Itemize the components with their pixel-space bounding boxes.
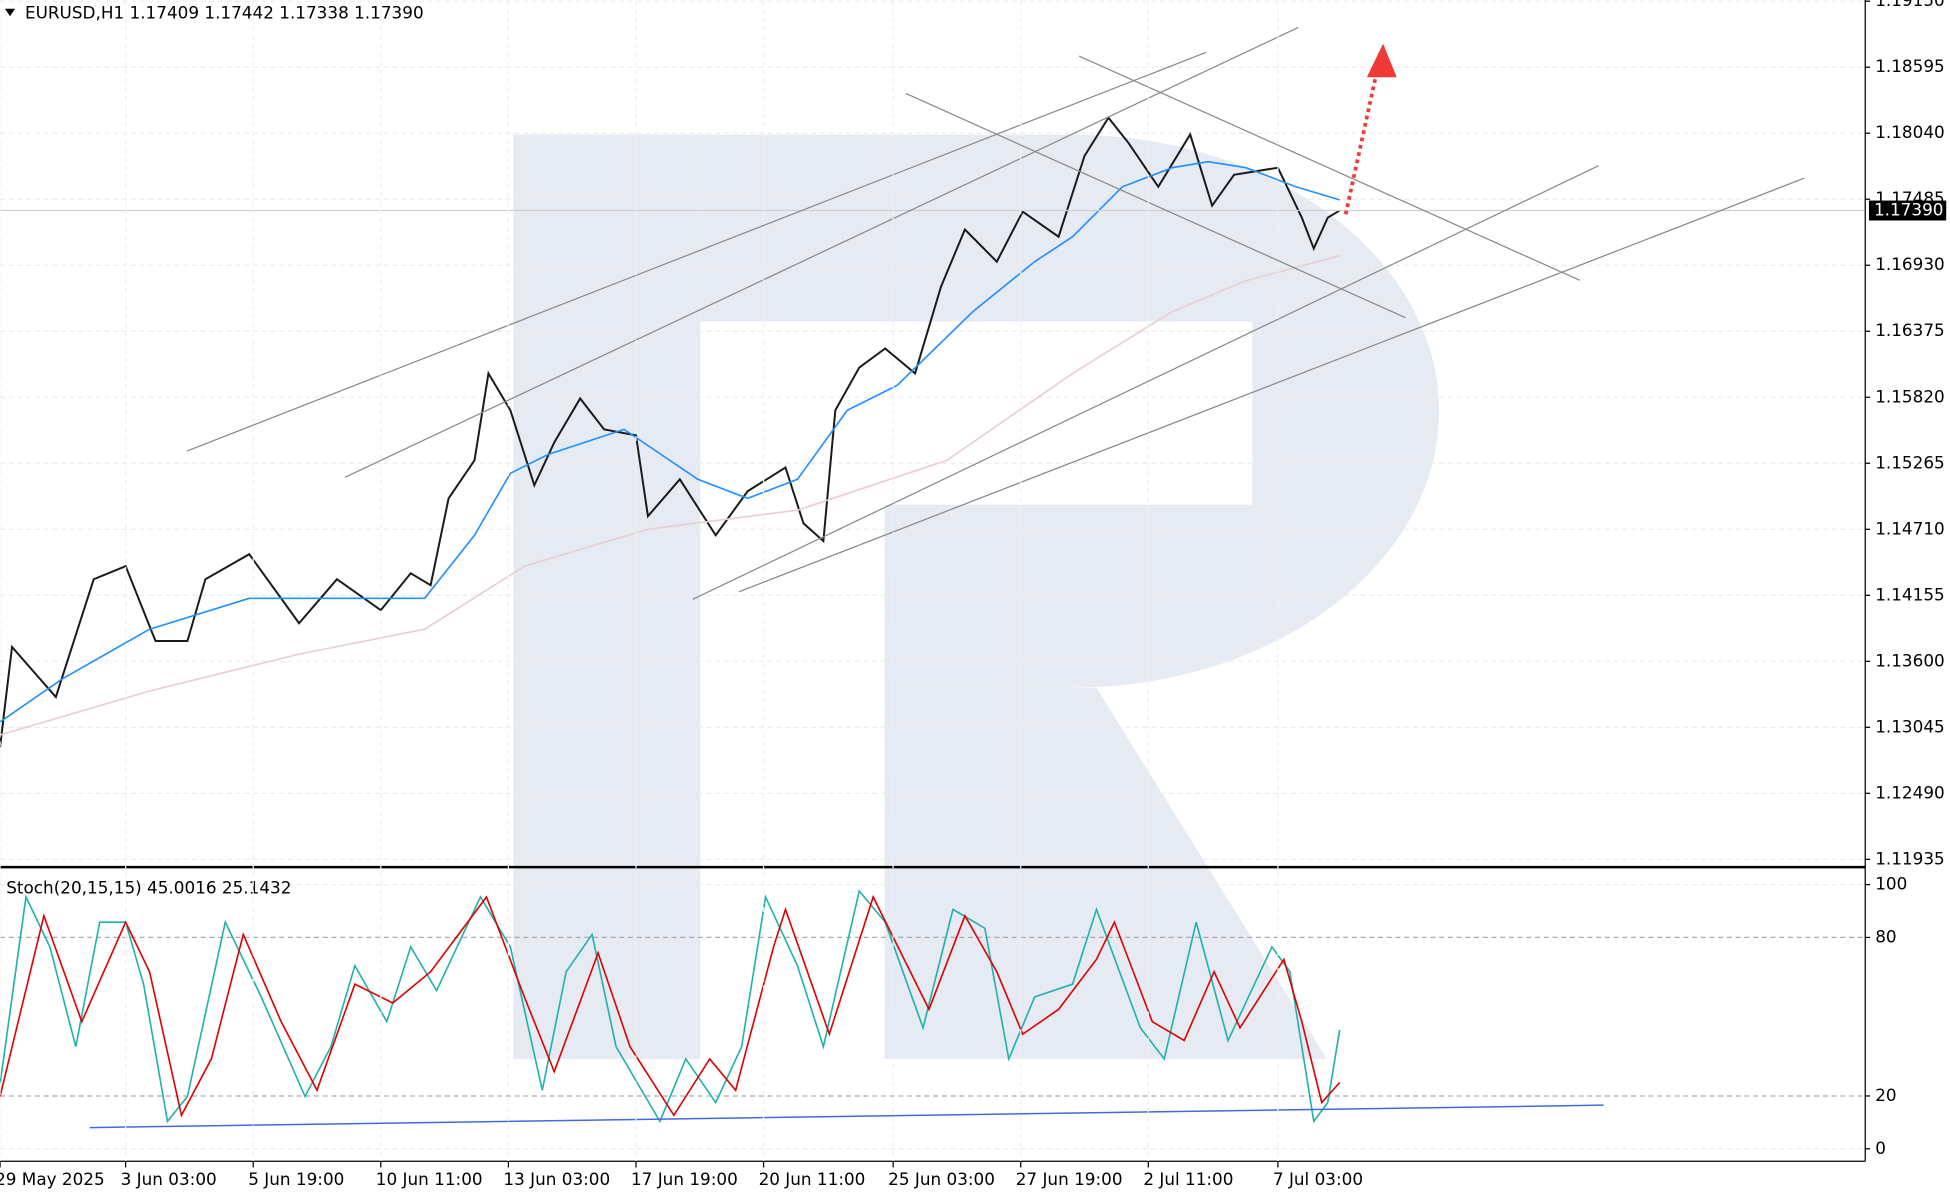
y-tick-label: 80 [1875,926,1896,946]
series-line [0,116,1341,748]
y-tick-label: 1.18040 [1875,122,1945,142]
x-tick-label: 25 Jun 03:00 [888,1169,995,1189]
forecast-arrow [1343,43,1397,215]
stoch-trend-line [89,1104,1604,1129]
watermark [513,134,1440,1060]
stoch-header: Stoch(20,15,15) 45.0016 25.1432 [6,877,291,897]
series-line [0,889,1341,1124]
y-tick-label: 1.15820 [1875,386,1945,406]
y-tick-label: 0 [1875,1138,1886,1158]
price-header: EURUSD,H1 1.17409 1.17442 1.17338 1.1739… [25,3,424,23]
x-tick-label: 7 Jul 03:00 [1273,1169,1363,1189]
y-tick-label: 1.16930 [1875,254,1945,274]
last-price-label: 1.17390 [1874,200,1944,220]
x-tick-label: 10 Jun 11:00 [376,1169,483,1189]
y-tick-label: 1.11935 [1875,848,1945,868]
y-tick-label: 1.16375 [1875,320,1945,340]
trend-lines [186,26,1805,600]
y-tick-label: 1.18595 [1875,56,1945,76]
y-tick-label: 1.19150 [1875,0,1945,10]
x-tick-label: 3 Jun 03:00 [121,1169,217,1189]
series-line [0,160,1340,723]
x-tick-label: 2 Jul 11:00 [1143,1169,1233,1189]
x-tick-label: 5 Jun 19:00 [248,1169,344,1189]
price-pane: 1.191501.185951.180401.174851.169301.163… [0,0,1945,868]
y-tick-label: 1.15265 [1875,452,1945,472]
x-tick-label: 17 Jun 19:00 [631,1169,738,1189]
y-tick-label: 20 [1875,1085,1896,1105]
menu-arrow[interactable] [5,8,15,17]
last-price-box [1868,200,1947,221]
stoch-pane: 0 20 80 100 [0,874,1907,1158]
y-tick-label: 1.12490 [1875,782,1945,802]
x-tick-label: 29 May 2025 [0,1169,105,1189]
y-tick-label: 1.13045 [1875,716,1945,736]
y-tick-label: 1.14710 [1875,518,1945,538]
series-line [0,254,1340,736]
x-tick-label: 13 Jun 03:00 [503,1169,610,1189]
y-tick-label: 1.13600 [1875,650,1945,670]
x-tick-label: 27 Jun 19:00 [1016,1169,1123,1189]
y-tick-label: 1.14155 [1875,584,1945,604]
series-line [0,894,1341,1118]
x-tick-label: 20 Jun 11:00 [759,1169,866,1189]
y-tick-label: 100 [1875,874,1907,894]
